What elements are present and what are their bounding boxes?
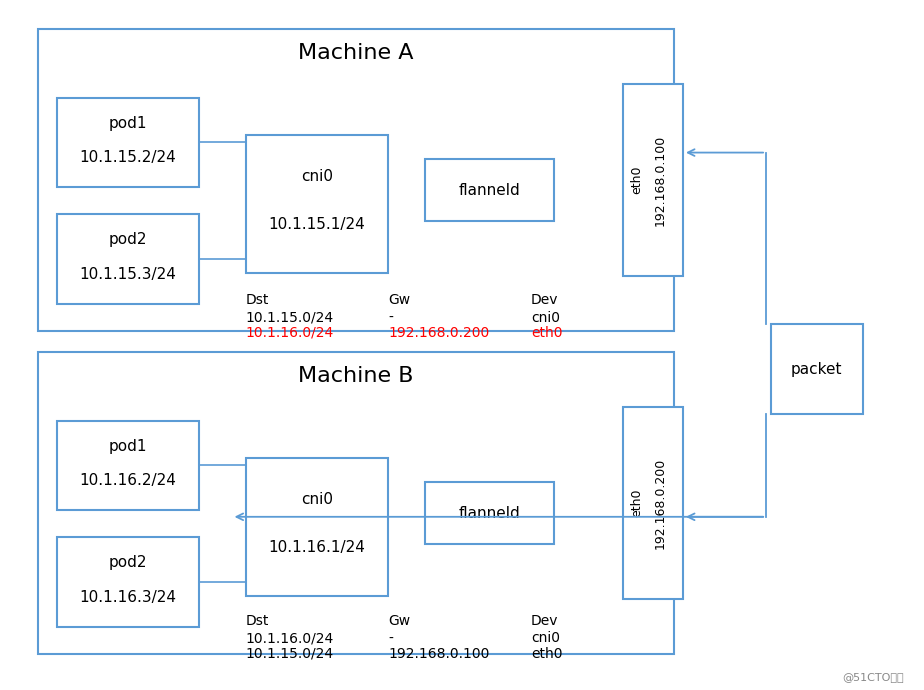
Text: pod2: pod2 xyxy=(109,233,147,247)
Text: 10.1.16.0/24: 10.1.16.0/24 xyxy=(246,631,334,645)
Text: Gw: Gw xyxy=(388,614,410,629)
Text: 10.1.15.0/24: 10.1.15.0/24 xyxy=(246,647,334,660)
Text: 192.168.0.200: 192.168.0.200 xyxy=(654,457,667,549)
Bar xyxy=(623,84,683,276)
Text: eth0: eth0 xyxy=(630,489,643,518)
Text: 10.1.15.3/24: 10.1.15.3/24 xyxy=(79,267,176,282)
Text: 10.1.16.0/24: 10.1.16.0/24 xyxy=(246,326,334,339)
Text: 10.1.16.1/24: 10.1.16.1/24 xyxy=(269,540,365,555)
Bar xyxy=(56,97,200,187)
Text: Dst: Dst xyxy=(246,614,269,629)
Text: Machine B: Machine B xyxy=(298,366,414,386)
Bar xyxy=(425,482,554,544)
Text: Gw: Gw xyxy=(388,293,410,307)
Bar xyxy=(38,29,674,331)
Text: @51CTO博客: @51CTO博客 xyxy=(843,672,905,682)
Text: 192.168.0.100: 192.168.0.100 xyxy=(654,135,667,226)
Text: eth0: eth0 xyxy=(531,647,563,660)
Bar xyxy=(246,458,388,596)
Text: Dev: Dev xyxy=(531,293,559,307)
Text: flanneld: flanneld xyxy=(458,183,520,198)
Text: cni0: cni0 xyxy=(301,492,333,507)
Text: eth0: eth0 xyxy=(630,166,643,195)
Text: Dst: Dst xyxy=(246,293,269,307)
Bar xyxy=(246,135,388,273)
Text: pod2: pod2 xyxy=(109,555,147,571)
Text: 10.1.16.3/24: 10.1.16.3/24 xyxy=(79,590,176,604)
Bar xyxy=(38,352,674,654)
Text: pod1: pod1 xyxy=(109,439,147,453)
Bar xyxy=(771,324,863,414)
Text: eth0: eth0 xyxy=(531,326,563,339)
Text: cni0: cni0 xyxy=(531,310,560,324)
Text: Machine A: Machine A xyxy=(298,43,414,63)
Text: cni0: cni0 xyxy=(531,631,560,645)
Text: 10.1.16.2/24: 10.1.16.2/24 xyxy=(79,473,176,488)
Text: 192.168.0.100: 192.168.0.100 xyxy=(388,647,490,660)
Bar xyxy=(623,407,683,600)
Text: packet: packet xyxy=(791,362,843,377)
Text: Dev: Dev xyxy=(531,614,559,629)
Text: pod1: pod1 xyxy=(109,115,147,130)
Text: -: - xyxy=(388,631,394,645)
Bar xyxy=(56,421,200,510)
Bar xyxy=(56,215,200,304)
Bar xyxy=(56,538,200,627)
Text: 10.1.15.1/24: 10.1.15.1/24 xyxy=(269,217,365,233)
Bar xyxy=(425,159,554,221)
Text: 10.1.15.2/24: 10.1.15.2/24 xyxy=(79,150,176,165)
Text: 10.1.15.0/24: 10.1.15.0/24 xyxy=(246,310,334,324)
Text: flanneld: flanneld xyxy=(458,506,520,521)
Text: cni0: cni0 xyxy=(301,169,333,184)
Text: 192.168.0.200: 192.168.0.200 xyxy=(388,326,490,339)
Text: -: - xyxy=(388,310,394,324)
